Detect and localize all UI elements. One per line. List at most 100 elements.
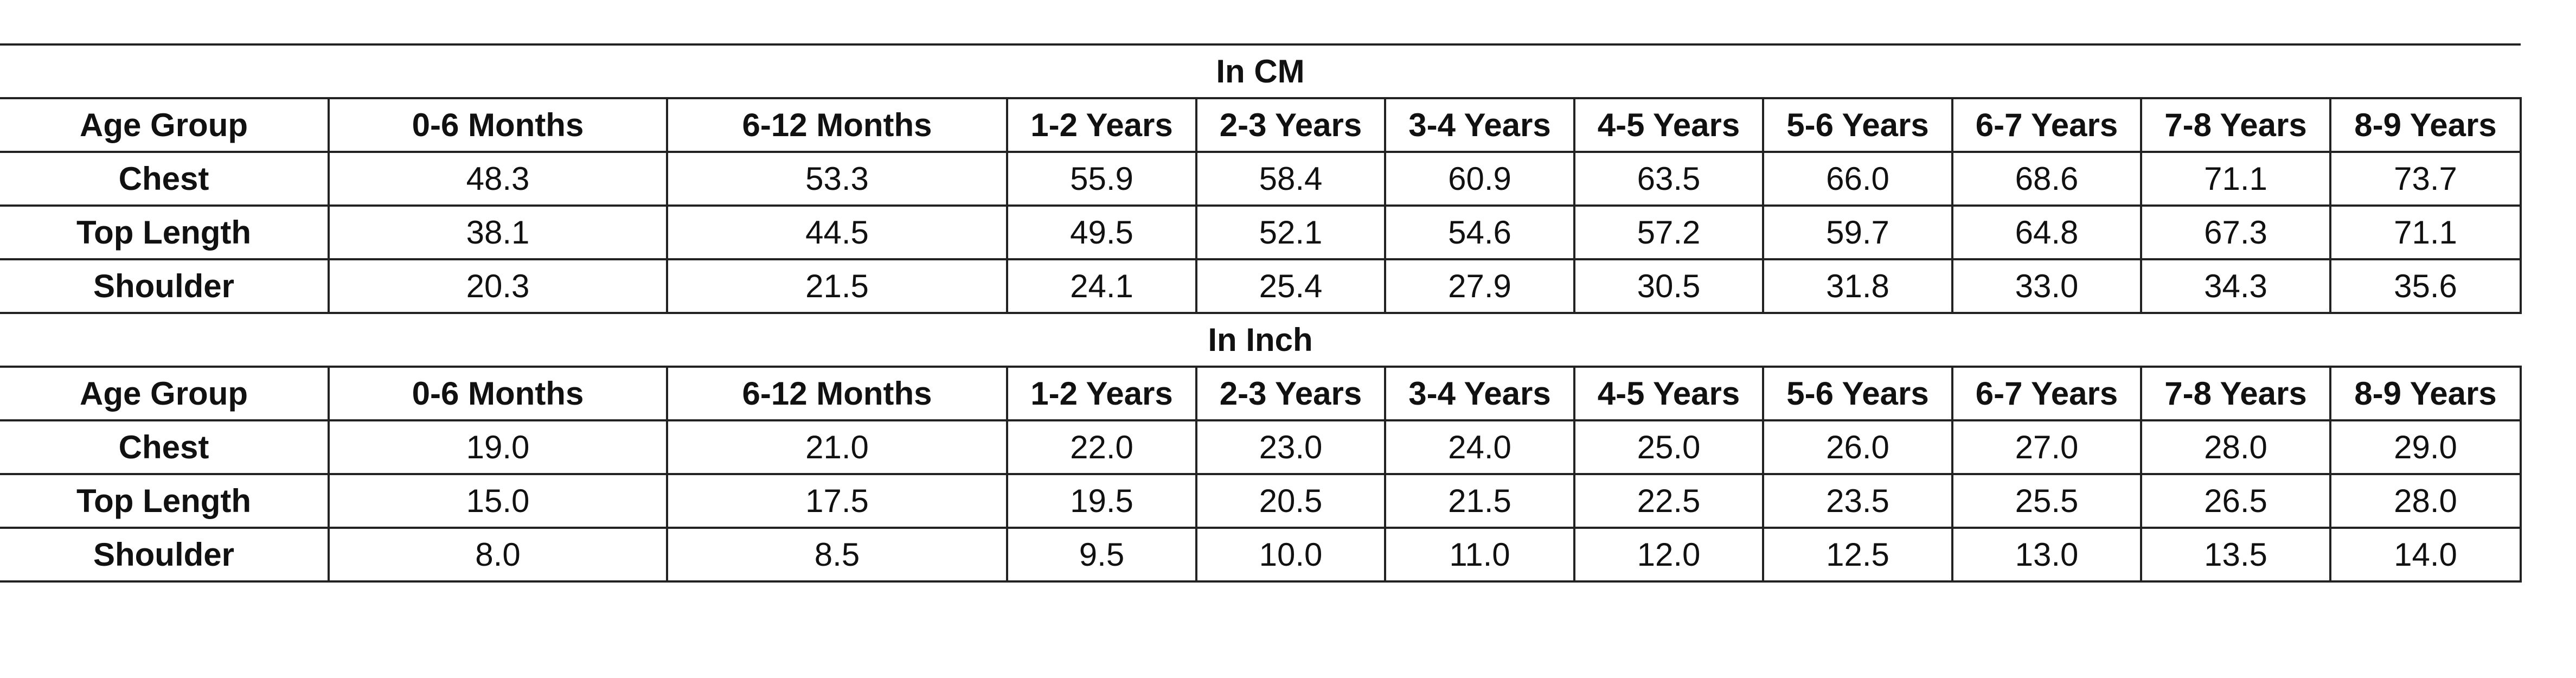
value-cell: 12.5 [1762, 527, 1953, 583]
header-cell: 3-4 Years [1384, 366, 1575, 421]
value-cell: 33.0 [1951, 258, 2142, 314]
value-cell: 13.5 [2140, 527, 2331, 583]
data-row: Top Length 15.0 17.5 19.5 20.5 21.5 22.5 23.5 25… [0, 473, 2522, 529]
value-cell: 53.3 [666, 151, 1008, 207]
value-cell: 14.0 [2329, 527, 2522, 583]
header-cell: 6-12 Months [666, 97, 1008, 153]
value-cell: 19.0 [328, 419, 668, 475]
value-cell: 27.9 [1384, 258, 1575, 314]
value-cell: 21.0 [666, 419, 1008, 475]
value-cell: 22.0 [1006, 419, 1197, 475]
header-row: Age Group 0-6 Months 6-12 Months 1-2 Years 2… [0, 366, 2522, 421]
row-label: Chest [0, 151, 330, 207]
value-cell: 24.1 [1006, 258, 1197, 314]
value-cell: 55.9 [1006, 151, 1197, 207]
data-row: Top Length 38.1 44.5 49.5 52.1 54.6 57.2 59.7 64… [0, 204, 2522, 260]
value-cell: 21.5 [666, 258, 1008, 314]
row-label: Shoulder [0, 527, 330, 583]
value-cell: 25.4 [1195, 258, 1386, 314]
header-cell: 6-12 Months [666, 366, 1008, 421]
value-cell: 58.4 [1195, 151, 1386, 207]
header-cell: 1-2 Years [1006, 366, 1197, 421]
header-cell: 1-2 Years [1006, 97, 1197, 153]
size-chart: In CM Age Group 0-6 Months 6-12 Months 1-2 Y… [0, 43, 2522, 583]
header-cell: 0-6 Months [328, 97, 668, 153]
value-cell: 52.1 [1195, 204, 1386, 260]
data-row: Chest 19.0 21.0 22.0 23.0 24.0 25.0 26.0 27.0 28.… [0, 419, 2522, 475]
value-cell: 63.5 [1573, 151, 1764, 207]
value-cell: 34.3 [2140, 258, 2331, 314]
value-cell: 44.5 [666, 204, 1008, 260]
value-cell: 71.1 [2329, 204, 2522, 260]
header-cell: 4-5 Years [1573, 97, 1764, 153]
header-cell: 0-6 Months [328, 366, 668, 421]
value-cell: 27.0 [1951, 419, 2142, 475]
value-cell: 57.2 [1573, 204, 1764, 260]
value-cell: 8.5 [666, 527, 1008, 583]
value-cell: 60.9 [1384, 151, 1575, 207]
value-cell: 23.0 [1195, 419, 1386, 475]
header-row: Age Group 0-6 Months 6-12 Months 1-2 Years 2… [0, 97, 2522, 153]
value-cell: 10.0 [1195, 527, 1386, 583]
title-row: In Inch [0, 312, 2521, 368]
row-label: Top Length [0, 473, 330, 529]
value-cell: 59.7 [1762, 204, 1953, 260]
header-cell: 6-7 Years [1951, 366, 2142, 421]
value-cell: 9.5 [1006, 527, 1197, 583]
value-cell: 8.0 [328, 527, 668, 583]
data-row: Shoulder 8.0 8.5 9.5 10.0 11.0 12.0 12.5 13.0 13.… [0, 527, 2522, 583]
value-cell: 31.8 [1762, 258, 1953, 314]
header-cell: 2-3 Years [1195, 366, 1386, 421]
value-cell: 26.0 [1762, 419, 1953, 475]
value-cell: 15.0 [328, 473, 668, 529]
value-cell: 28.0 [2140, 419, 2331, 475]
value-cell: 68.6 [1951, 151, 2142, 207]
data-row: Shoulder 20.3 21.5 24.1 25.4 27.9 30.5 31.8 33.0… [0, 258, 2522, 314]
section-title: In CM [0, 43, 2521, 99]
data-row: Chest 48.3 53.3 55.9 58.4 60.9 63.5 66.0 68.6 71.… [0, 151, 2522, 207]
value-cell: 30.5 [1573, 258, 1764, 314]
value-cell: 12.0 [1573, 527, 1764, 583]
value-cell: 20.3 [328, 258, 668, 314]
value-cell: 20.5 [1195, 473, 1386, 529]
value-cell: Age Group [0, 97, 330, 153]
value-cell: 38.1 [328, 204, 668, 260]
header-cell: 2-3 Years [1195, 97, 1386, 153]
title-row: In CM [0, 43, 2521, 99]
value-cell: 48.3 [328, 151, 668, 207]
value-cell: 19.5 [1006, 473, 1197, 529]
size-table: In CM Age Group 0-6 Months 6-12 Months 1-2 Y… [0, 43, 2522, 583]
value-cell: 25.0 [1573, 419, 1764, 475]
header-cell: 8-9 Years [2329, 366, 2522, 421]
value-cell: 17.5 [666, 473, 1008, 529]
value-cell: 73.7 [2329, 151, 2522, 207]
value-cell: 25.5 [1951, 473, 2142, 529]
value-cell: 54.6 [1384, 204, 1575, 260]
header-cell: 5-6 Years [1762, 97, 1953, 153]
header-cell: 5-6 Years [1762, 366, 1953, 421]
row-label: Top Length [0, 204, 330, 260]
header-cell: 6-7 Years [1951, 97, 2142, 153]
header-cell: 8-9 Years [2329, 97, 2522, 153]
section-title: In Inch [0, 312, 2521, 368]
value-cell: 11.0 [1384, 527, 1575, 583]
header-cell: 3-4 Years [1384, 97, 1575, 153]
value-cell: 28.0 [2329, 473, 2522, 529]
value-cell: 29.0 [2329, 419, 2522, 475]
value-cell: 67.3 [2140, 204, 2331, 260]
header-cell: 7-8 Years [2140, 366, 2331, 421]
row-label: Shoulder [0, 258, 330, 314]
value-cell: 22.5 [1573, 473, 1764, 529]
value-cell: 49.5 [1006, 204, 1197, 260]
row-label: Chest [0, 419, 330, 475]
value-cell: 13.0 [1951, 527, 2142, 583]
value-cell: Age Group [0, 366, 330, 421]
value-cell: 35.6 [2329, 258, 2522, 314]
header-cell: 4-5 Years [1573, 366, 1764, 421]
value-cell: 64.8 [1951, 204, 2142, 260]
value-cell: 21.5 [1384, 473, 1575, 529]
value-cell: 71.1 [2140, 151, 2331, 207]
value-cell: 26.5 [2140, 473, 2331, 529]
value-cell: 24.0 [1384, 419, 1575, 475]
